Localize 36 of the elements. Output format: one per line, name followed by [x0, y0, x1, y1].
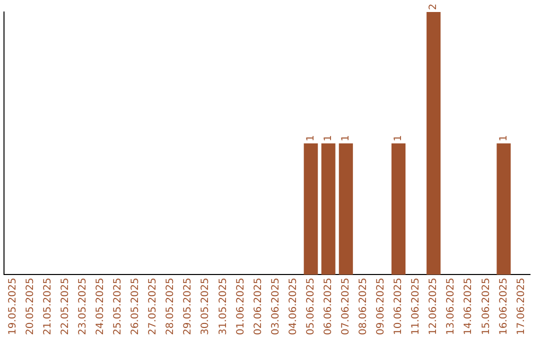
x-tick-label: 26.05.2025 [130, 278, 142, 336]
x-tick-label: 01.06.2025 [235, 278, 246, 336]
x-tick-label: 14.06.2025 [463, 278, 474, 336]
data-label: 1 [340, 134, 352, 142]
x-tick-label: 19.05.2025 [7, 278, 18, 336]
x-tick-label: 21.05.2025 [42, 278, 54, 336]
x-tick-label: 03.06.2025 [270, 278, 282, 336]
x-tick-label: 09.06.2025 [376, 278, 387, 336]
x-tick-label: 22.05.2025 [60, 278, 71, 336]
x-tick-label: 31.05.2025 [218, 278, 229, 336]
x-tick-label: 27.05.2025 [148, 278, 159, 336]
x-tick-label: 07.06.2025 [340, 278, 352, 336]
x-tick-label: 20.05.2025 [24, 278, 36, 336]
x-tick-label: 16.06.2025 [498, 278, 510, 336]
x-tick-label: 24.05.2025 [95, 278, 106, 336]
x-tick-label: 23.05.2025 [77, 278, 88, 336]
x-tick-label: 29.05.2025 [182, 278, 194, 336]
data-label: 1 [305, 134, 316, 142]
x-tick-label: 08.06.2025 [358, 278, 370, 336]
data-label: 1 [498, 134, 510, 142]
x-tick-label: 15.06.2025 [480, 278, 492, 336]
x-tick-label: 17.06.2025 [516, 278, 527, 336]
x-tick-label: 10.06.2025 [393, 278, 404, 336]
x-tick-label: 11.06.2025 [410, 278, 422, 336]
data-label: 2 [428, 4, 440, 10]
x-tick-label: 02.06.2025 [252, 278, 264, 336]
x-tick-label: 28.05.2025 [165, 278, 176, 336]
data-label: 1 [393, 134, 404, 142]
x-tick-label: 12.06.2025 [428, 278, 440, 336]
x-tick-label: 30.05.2025 [200, 278, 212, 336]
x-tick-label: 25.05.2025 [112, 278, 124, 336]
data-label: 1 [322, 134, 334, 142]
x-tick-label: 13.06.2025 [446, 278, 457, 336]
x-tick-label: 04.06.2025 [288, 278, 299, 336]
x-tick-label: 06.06.2025 [322, 278, 334, 336]
x-tick-label: 05.06.2025 [305, 278, 316, 336]
